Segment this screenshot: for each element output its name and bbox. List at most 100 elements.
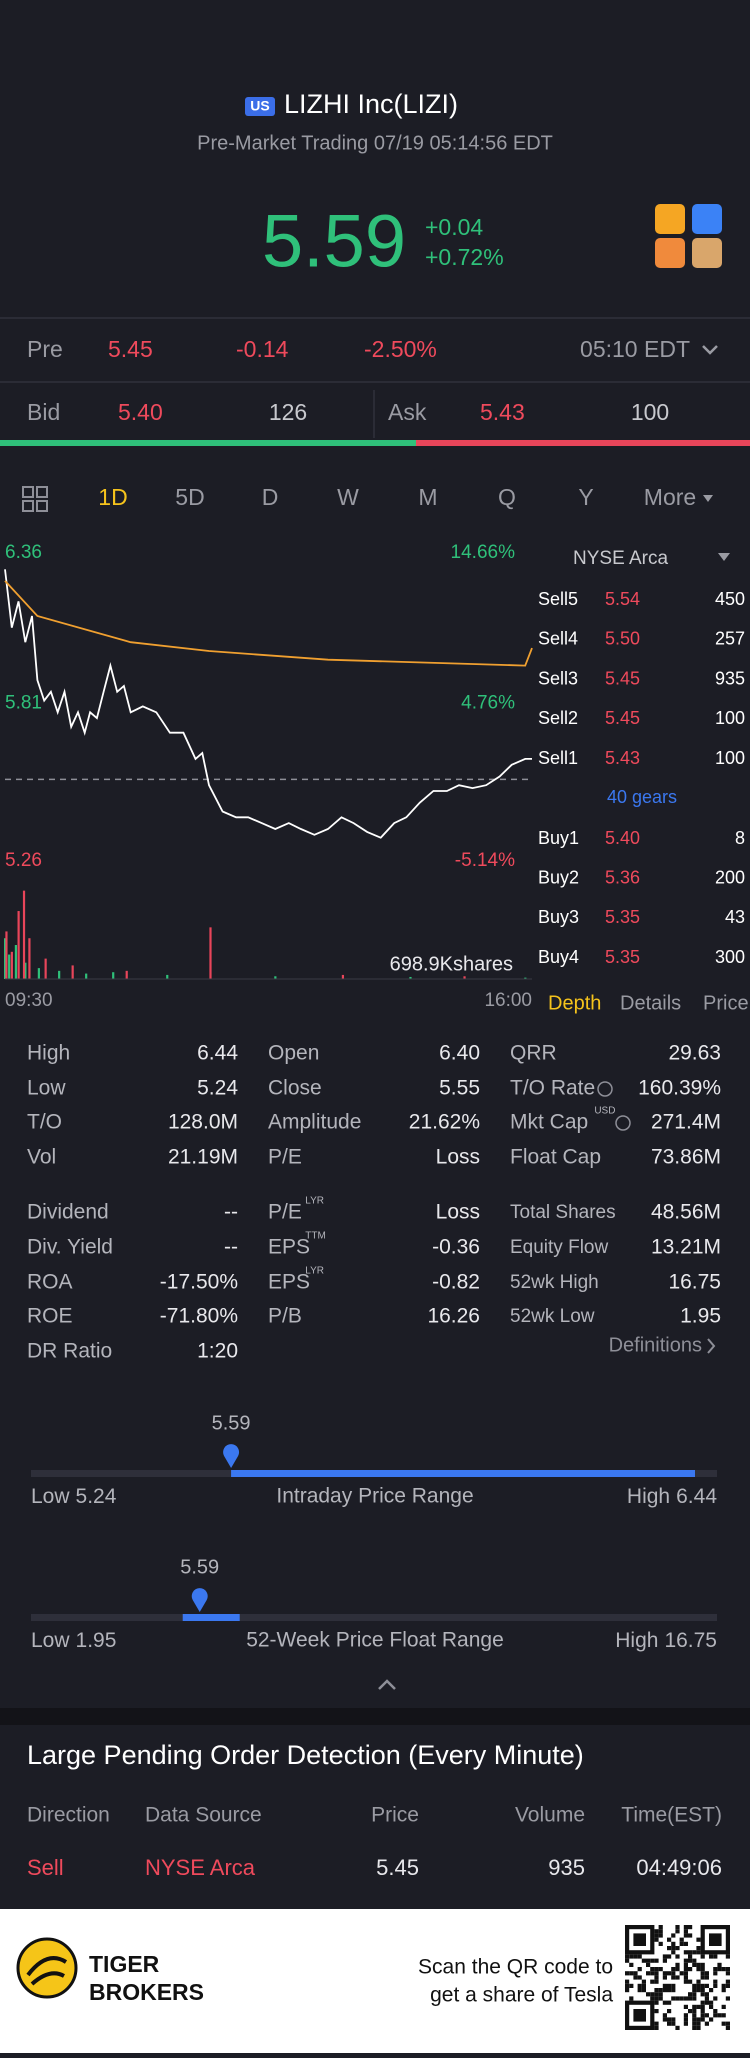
chevron[interactable]	[702, 345, 718, 355]
book-tab[interactable]: Price	[703, 992, 749, 1014]
qr-cell	[683, 1941, 688, 1946]
qr-cell	[700, 1967, 705, 1972]
qr-finder	[633, 2009, 646, 2022]
qr-cell	[641, 1979, 646, 1984]
icon[interactable]	[692, 204, 722, 234]
period-tab[interactable]: 5D	[175, 484, 204, 510]
qr-cell	[688, 1958, 693, 1963]
qr-cell	[658, 1996, 663, 2001]
qr-cell	[700, 1988, 705, 1993]
qr-cell	[650, 1971, 655, 1976]
qr-cell	[713, 1954, 718, 1959]
book-level: Buy1	[538, 828, 579, 848]
stat-value: Loss	[436, 1201, 480, 1224]
icon[interactable]	[655, 238, 685, 268]
stat-value: --	[224, 1201, 238, 1224]
qr-cell	[692, 1950, 697, 1955]
qr-cell	[675, 1925, 680, 1930]
volume-label: 698.9Kshares	[390, 953, 513, 975]
price-line	[4, 569, 532, 839]
qr-cell	[683, 1929, 688, 1934]
qr-cell	[713, 1971, 718, 1976]
qr-cell	[675, 1962, 680, 1967]
qr-finder	[633, 1933, 646, 1946]
qr-cell	[654, 2025, 659, 2030]
book-tab[interactable]: Depth	[548, 992, 601, 1014]
qr-cell	[654, 1975, 659, 1980]
stat-label: EPS	[268, 1236, 310, 1259]
stat-value: 6.44	[197, 1042, 238, 1065]
qr-cell	[654, 1979, 659, 1984]
volume-bar	[166, 974, 169, 979]
book-tab[interactable]: Details	[620, 992, 681, 1014]
range-high-value: 16.75	[664, 1629, 717, 1652]
qr-cell	[654, 1937, 659, 1942]
qr-cell	[671, 1996, 676, 2001]
exchange: NYSE Arca	[573, 548, 668, 569]
qr-cell	[692, 2025, 697, 2030]
book-size: 100	[715, 708, 745, 728]
period-tab[interactable]: M	[418, 484, 437, 510]
period-tab[interactable]: Q	[498, 484, 516, 510]
stat-label: Float Cap	[510, 1146, 601, 1169]
book-level: Sell2	[538, 708, 578, 728]
period-tab[interactable]: More	[644, 484, 696, 510]
volume-bar	[17, 911, 20, 979]
range-low: Low 5.24	[31, 1485, 117, 1508]
book-price: 5.54	[605, 589, 640, 609]
qr-cell	[637, 1967, 642, 1972]
period-tab[interactable]: Y	[578, 484, 593, 510]
qr-finder	[624, 2000, 655, 2030]
qr-cell	[654, 1929, 659, 1934]
chevron[interactable]	[707, 1338, 716, 1354]
brand: TIGER	[89, 1951, 160, 1977]
qr-cell	[675, 1954, 680, 1959]
qr-cell	[662, 2013, 667, 2018]
qr-cell	[692, 2021, 697, 2026]
book-price: 5.45	[605, 708, 640, 728]
qr-cell	[725, 1996, 730, 2001]
qr-code	[624, 1924, 731, 2030]
qr-cell	[688, 1933, 693, 1938]
period-tab[interactable]: W	[337, 484, 359, 510]
qr-cell	[713, 1983, 718, 1988]
definitions-link[interactable]: Definitions	[609, 1334, 702, 1356]
qr-cell	[700, 2013, 705, 2018]
layout-icon[interactable]	[22, 486, 48, 512]
qr-cell	[654, 2009, 659, 2014]
qr-cell	[725, 1971, 730, 1976]
icon[interactable]	[692, 238, 722, 268]
collapse-chevron[interactable]	[378, 1679, 396, 1690]
qr-cell	[671, 1950, 676, 1955]
qr-cell	[700, 2009, 705, 2014]
qr-cell	[704, 1992, 709, 1997]
icon[interactable]	[655, 204, 685, 234]
info-icon[interactable]	[615, 1115, 631, 1131]
range-low: Low 1.95	[31, 1629, 116, 1652]
table-header: Volume	[515, 1804, 585, 1827]
volume-bar	[341, 974, 345, 979]
volume-bar	[8, 954, 11, 979]
stat-label: T/O Rate	[510, 1077, 595, 1100]
qr-cell	[696, 1950, 701, 1955]
qr-cell	[704, 2000, 709, 2005]
range-fill	[231, 1470, 696, 1477]
volume-bar	[24, 962, 27, 979]
period-tab[interactable]: D	[262, 484, 279, 510]
stat-label: Total Shares	[510, 1202, 616, 1223]
stat-label: ROA	[27, 1271, 73, 1294]
info-icon[interactable]	[597, 1081, 613, 1097]
stat-value: 29.63	[668, 1042, 721, 1065]
volume-bar	[463, 976, 466, 979]
stat-label: P/E	[268, 1146, 302, 1169]
qr-cell	[692, 2017, 697, 2022]
stat-label: Dividend	[27, 1201, 109, 1224]
qr-cell	[650, 1958, 655, 1963]
stat-label: T/O	[27, 1111, 62, 1134]
y-tick-label: 5.26	[5, 850, 42, 871]
stat-value: 21.19M	[168, 1146, 238, 1169]
qr-cell	[688, 1950, 693, 1955]
qr-cell	[667, 2017, 672, 2022]
dropdown-arrow[interactable]	[718, 553, 730, 561]
period-tab[interactable]: 1D	[98, 484, 127, 510]
